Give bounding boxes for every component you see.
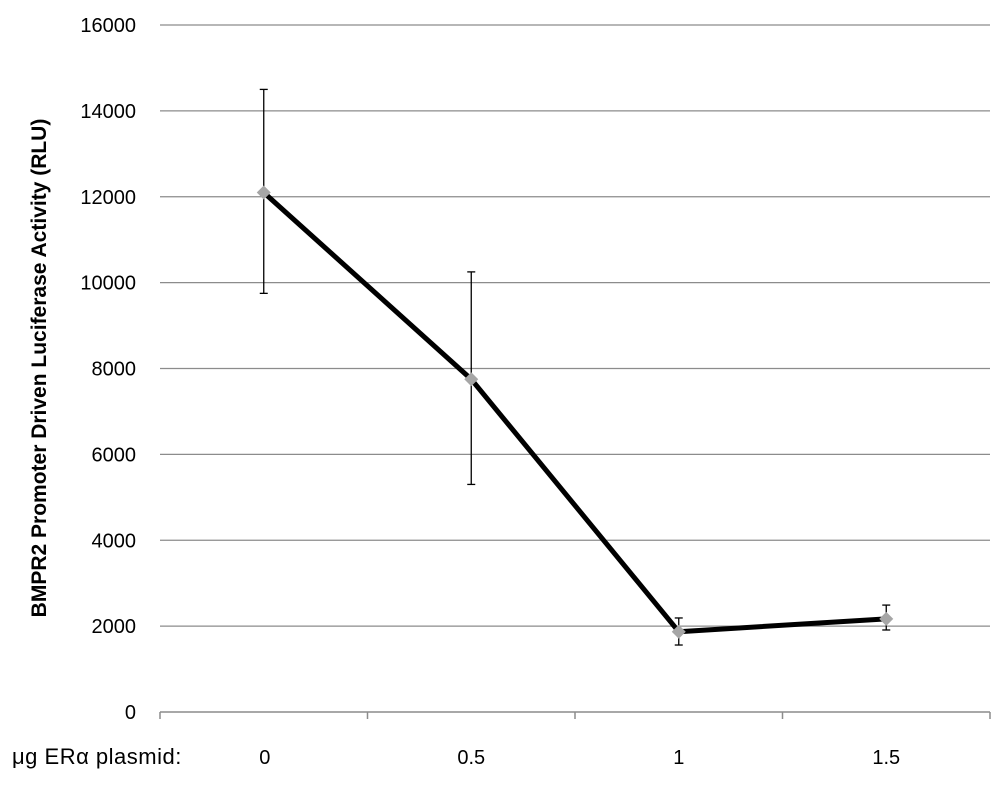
x-tick-label: 0.5	[457, 747, 485, 769]
data-point-marker	[671, 624, 686, 639]
y-tick-label: 12000	[80, 187, 136, 209]
y-tick-label: 0	[125, 702, 136, 724]
x-axis-label: μg ERα plasmid:	[12, 744, 182, 769]
y-tick-label: 4000	[92, 530, 137, 552]
data-point-marker	[464, 372, 479, 387]
y-tick-label: 6000	[92, 444, 137, 466]
y-tick-labels: 0 2000 4000 6000 8000 10000 12000 14000 16000	[80, 15, 136, 724]
gridlines	[160, 24, 990, 627]
y-axis-label: BMPR2 Promoter Driven Luciferase Activit…	[28, 119, 51, 618]
x-tick-label: 1	[673, 747, 684, 769]
x-tick-label: 0	[259, 747, 270, 769]
y-tick-label: 16000	[80, 15, 136, 37]
x-axis: 0 0.5 1 1.5	[159, 711, 991, 769]
data-point-marker	[879, 611, 894, 626]
y-tick-label: 10000	[80, 273, 136, 295]
series-line	[262, 190, 887, 635]
series	[256, 185, 894, 639]
y-tick-label: 14000	[80, 101, 136, 123]
error-bars	[259, 88, 891, 646]
y-tick-label: 2000	[92, 616, 137, 638]
data-point-marker	[256, 185, 271, 200]
y-tick-label: 8000	[92, 359, 137, 381]
x-tick-label: 1.5	[872, 747, 900, 769]
